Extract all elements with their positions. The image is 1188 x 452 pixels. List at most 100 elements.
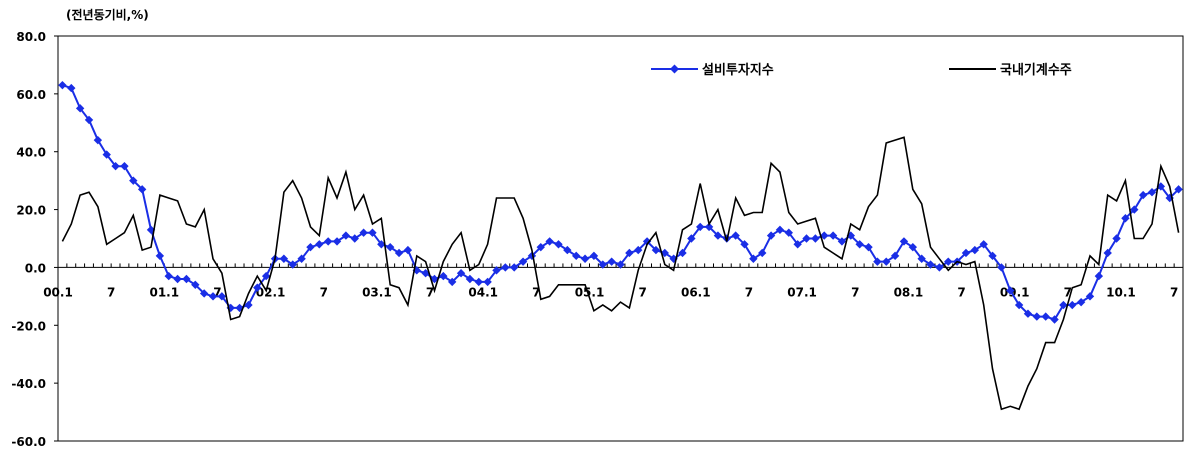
data-point	[1103, 248, 1112, 258]
data-point	[377, 240, 386, 249]
x-tick-label: 7	[957, 285, 965, 299]
data-point	[394, 248, 404, 258]
x-tick-label: 7	[107, 285, 115, 299]
data-point	[155, 251, 165, 261]
data-point	[1006, 286, 1015, 295]
data-point	[899, 237, 909, 246]
data-point	[704, 222, 714, 232]
data-point	[554, 240, 563, 249]
data-point	[1112, 234, 1121, 243]
data-point	[740, 240, 749, 249]
data-point	[465, 274, 475, 284]
y-unit-label: (전년동기비,%)	[66, 8, 149, 22]
data-point	[182, 274, 191, 284]
data-point	[793, 240, 802, 249]
data-point	[1156, 182, 1166, 191]
data-point	[997, 263, 1006, 272]
data-point	[1023, 309, 1033, 318]
data-point	[173, 274, 182, 284]
data-point	[306, 242, 315, 252]
y-tick-label: 0.0	[25, 261, 46, 275]
data-point	[253, 283, 262, 292]
y-tick-label: -20.0	[11, 319, 46, 333]
x-tick-label: 04.1	[468, 285, 498, 299]
data-point	[261, 271, 271, 281]
data-point	[820, 231, 829, 240]
data-point	[323, 237, 333, 246]
data-point	[1085, 292, 1095, 301]
data-point	[1014, 300, 1024, 310]
data-point	[536, 242, 545, 252]
data-point	[837, 237, 847, 246]
data-point	[1059, 300, 1068, 310]
series-line-2	[61, 136, 1180, 411]
data-point	[359, 228, 368, 237]
data-point	[687, 234, 696, 243]
data-point	[217, 292, 227, 301]
data-point	[1032, 312, 1042, 321]
x-tick-label: 7	[851, 285, 859, 299]
x-tick-label: 7	[1170, 285, 1178, 299]
x-tick-label: 7	[426, 285, 434, 299]
legend-marker	[670, 64, 679, 74]
data-point	[58, 80, 67, 90]
data-point	[572, 251, 581, 261]
x-tick-label: 06.1	[681, 285, 711, 299]
data-point	[1165, 193, 1174, 203]
data-point	[775, 225, 785, 235]
x-tick-label: 7	[1064, 285, 1072, 299]
data-point	[563, 245, 572, 255]
data-point	[944, 257, 953, 266]
data-point	[625, 248, 634, 258]
data-point	[1130, 205, 1139, 214]
data-point	[607, 257, 616, 266]
data-point	[288, 260, 297, 269]
data-point	[341, 231, 351, 240]
data-point	[651, 245, 661, 255]
x-tick-label: 05.1	[575, 285, 605, 299]
data-point	[766, 231, 776, 240]
y-tick-label: 40.0	[16, 146, 46, 160]
data-point	[988, 251, 997, 261]
x-tick-label: 01.1	[149, 285, 179, 299]
data-point	[961, 248, 971, 258]
data-point	[102, 150, 111, 159]
data-point	[696, 222, 705, 232]
data-point	[350, 234, 359, 243]
x-tick-label: 7	[532, 285, 540, 299]
data-point	[297, 254, 306, 263]
data-point	[492, 266, 501, 275]
data-point	[873, 257, 882, 266]
data-point	[758, 248, 767, 258]
data-point	[439, 271, 448, 281]
data-point	[828, 231, 838, 240]
x-tick-label: 7	[213, 285, 221, 299]
data-point	[935, 263, 944, 272]
data-point	[67, 83, 76, 93]
y-tick-label: 60.0	[16, 88, 46, 102]
data-point	[1041, 312, 1050, 321]
x-tick-label: 7	[745, 285, 753, 299]
data-point	[501, 263, 510, 272]
data-point	[580, 254, 590, 263]
data-point	[474, 277, 483, 287]
data-point	[811, 234, 820, 243]
data-point	[1138, 190, 1148, 200]
data-point	[111, 161, 120, 171]
data-point	[616, 260, 625, 269]
data-point	[518, 257, 528, 266]
data-point	[456, 269, 466, 278]
data-point	[93, 135, 103, 145]
x-tick-label: 7	[320, 285, 328, 299]
data-point	[332, 237, 342, 246]
data-point	[890, 251, 900, 261]
data-point	[1094, 271, 1104, 281]
data-point	[1068, 300, 1077, 310]
data-point	[713, 231, 723, 240]
data-point	[315, 240, 324, 249]
data-point	[129, 176, 138, 185]
data-point	[855, 240, 864, 249]
data-point	[598, 260, 607, 269]
data-point	[84, 115, 94, 125]
